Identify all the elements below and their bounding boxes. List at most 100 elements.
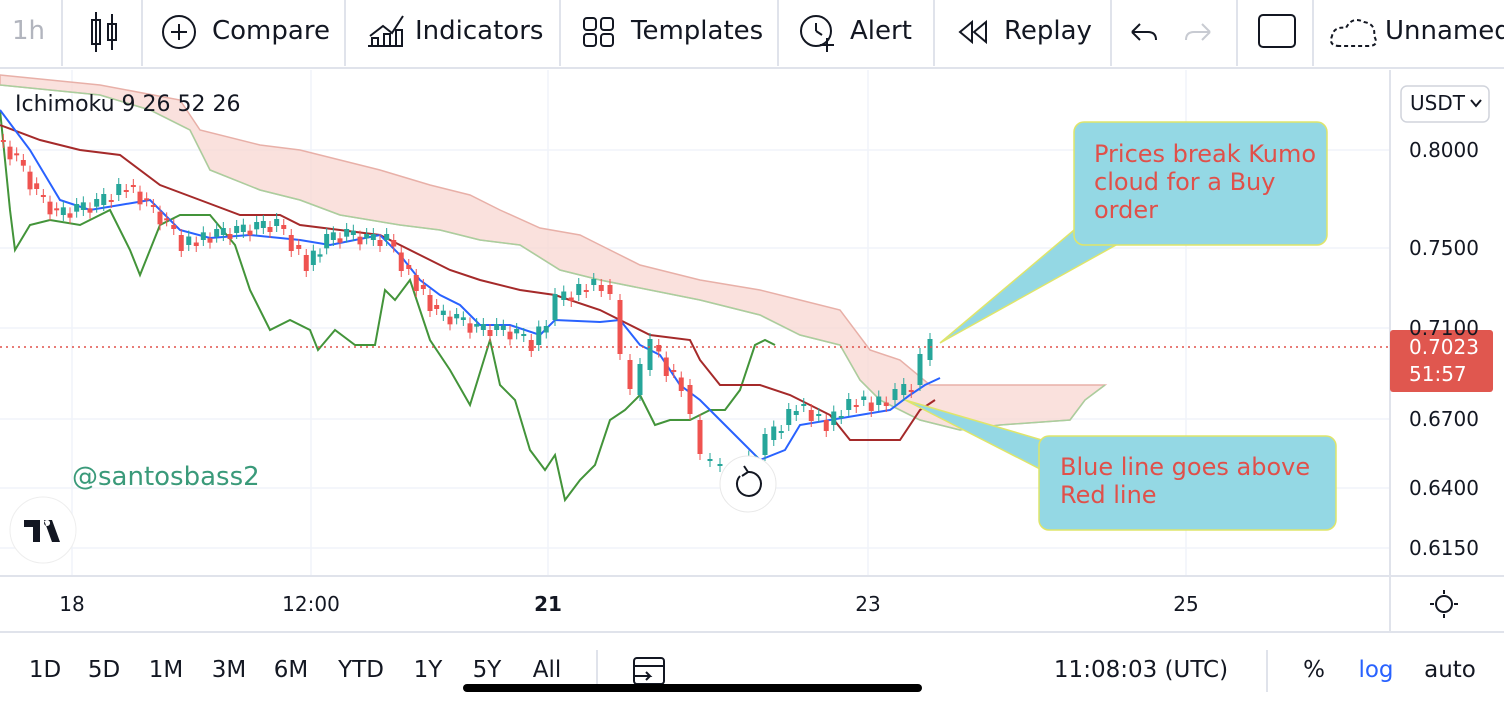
candle-body xyxy=(474,324,480,327)
kumo-cloud xyxy=(0,74,1108,431)
logo xyxy=(24,520,60,542)
candle-body xyxy=(144,198,150,201)
candle-body xyxy=(507,331,513,340)
candle-body xyxy=(838,416,844,418)
candle-body xyxy=(617,300,623,354)
toolbar-button[interactable]: Templates xyxy=(631,16,764,46)
candle-body xyxy=(193,242,199,246)
reset-button[interactable] xyxy=(719,455,777,513)
candle-body xyxy=(350,230,356,235)
range-button[interactable]: 3M xyxy=(211,657,247,683)
candle-body xyxy=(330,232,336,240)
candle-body xyxy=(583,290,589,292)
candle-body xyxy=(771,426,777,440)
candle-body xyxy=(778,431,784,433)
candle-body xyxy=(364,234,370,239)
candle-body xyxy=(543,326,549,333)
currency-button[interactable] xyxy=(1400,85,1490,123)
annotation: Blue line goes above Red line xyxy=(1060,453,1311,509)
toolbar-button[interactable]: Replay xyxy=(1004,16,1092,46)
candle-body xyxy=(0,140,6,142)
candle-body xyxy=(647,339,653,370)
candle-body xyxy=(656,345,662,352)
candle-body xyxy=(281,225,287,229)
toolbar-button[interactable]: Compare xyxy=(212,16,330,46)
candles xyxy=(0,134,933,486)
candle-body xyxy=(536,326,542,345)
layout-name[interactable]: Unnamed xyxy=(1385,18,1504,44)
callout-box xyxy=(1073,121,1328,246)
candle-body xyxy=(876,396,882,405)
candle-body xyxy=(434,305,440,309)
toolbar-button[interactable]: Indicators xyxy=(415,16,544,46)
candle-body xyxy=(561,291,567,300)
candle-body xyxy=(637,364,643,395)
range-button[interactable]: 1D xyxy=(28,657,62,683)
candle-body xyxy=(487,330,493,336)
toolbar-icons xyxy=(91,12,1482,685)
candle-body xyxy=(20,160,26,166)
home-indicator xyxy=(463,684,922,692)
candle-body xyxy=(447,316,453,325)
countdown: 51:57 xyxy=(1409,362,1467,386)
annotation: Prices break Kumo cloud for a Buy order xyxy=(1094,140,1317,224)
price-tick: 0.6400 xyxy=(1409,476,1479,500)
currency[interactable]: USDT xyxy=(1410,91,1465,115)
candle-body xyxy=(344,229,350,237)
last-price: 0.7023 xyxy=(1409,335,1479,359)
candle-body xyxy=(34,183,40,189)
clock[interactable]: 11:08:03 (UTC) xyxy=(1053,657,1229,683)
candle-body xyxy=(823,420,829,431)
toolbar-button[interactable]: Alert xyxy=(850,16,912,46)
candle-body xyxy=(831,411,837,425)
auto-toggle[interactable]: auto xyxy=(1424,657,1476,683)
interval[interactable]: 1h xyxy=(12,16,46,46)
logo-button[interactable] xyxy=(9,496,77,564)
range-button[interactable]: 5D xyxy=(87,657,121,683)
range-button[interactable]: 6M xyxy=(273,657,309,683)
callout-box xyxy=(1038,435,1337,531)
time-tick: 18 xyxy=(59,592,85,616)
candle-body xyxy=(94,199,100,207)
log-toggle[interactable]: log xyxy=(1358,657,1394,683)
candle-body xyxy=(303,255,309,271)
candle-body xyxy=(240,224,246,232)
candle-body xyxy=(267,227,273,232)
candle-body xyxy=(214,229,220,237)
candle-body xyxy=(357,236,363,245)
range-button[interactable]: YTD xyxy=(338,657,384,683)
candle-body xyxy=(220,228,226,235)
candle-body xyxy=(337,238,343,243)
range-button[interactable]: All xyxy=(532,657,562,683)
candle-body xyxy=(607,285,613,294)
candle-body xyxy=(762,434,768,455)
candle-body xyxy=(846,399,852,410)
candle-body xyxy=(514,329,520,334)
percent-toggle[interactable]: % xyxy=(1303,657,1325,683)
candle-body xyxy=(370,234,376,240)
candle-body xyxy=(671,370,677,372)
candle-body xyxy=(207,238,213,243)
candle-body xyxy=(808,410,814,421)
candle-body xyxy=(480,324,486,330)
candle-body xyxy=(917,354,923,385)
candle-body xyxy=(54,208,60,211)
toolbar-separators xyxy=(61,0,1314,66)
candle-body xyxy=(324,234,330,249)
candle-body xyxy=(793,411,799,415)
range-button[interactable]: 1M xyxy=(148,657,184,683)
candle-body xyxy=(178,235,184,251)
watermark: @santosbass2 xyxy=(72,462,260,492)
candle-body xyxy=(420,285,426,289)
indicator-legend[interactable]: Ichimoku 9 26 52 26 xyxy=(15,92,241,117)
chikou-line xyxy=(0,109,776,503)
candle-body xyxy=(801,404,807,406)
candle-body xyxy=(157,211,163,225)
range-button[interactable]: 5Y xyxy=(472,657,502,683)
price-tick: 0.8000 xyxy=(1409,138,1479,162)
range-button[interactable]: 1Y xyxy=(413,657,443,683)
tenkan-line xyxy=(0,109,941,462)
candle-body xyxy=(87,208,93,213)
candle-body xyxy=(717,464,723,466)
price-tick: 0.7100 xyxy=(1409,316,1479,340)
